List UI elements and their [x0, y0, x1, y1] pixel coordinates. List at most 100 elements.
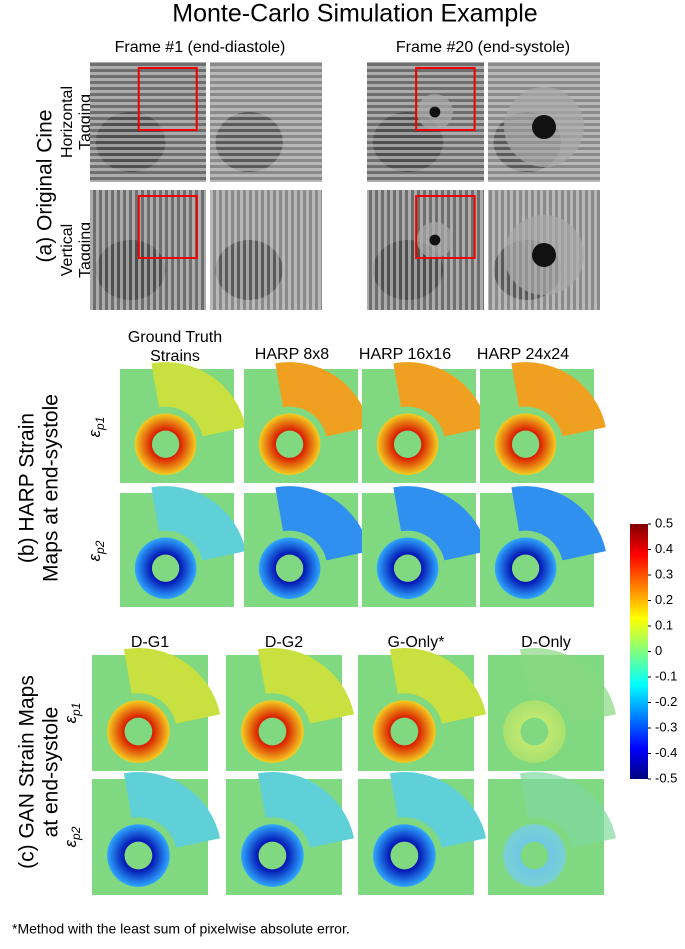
label: (c) GAN Strain Maps	[16, 675, 39, 869]
strain-label: εp1	[61, 703, 83, 724]
label: Horizontal	[59, 86, 76, 158]
wedge	[123, 772, 221, 848]
wedge	[257, 772, 355, 848]
cavity	[151, 554, 180, 582]
cavity	[393, 430, 422, 458]
colorbar-tick-label: -0.3	[655, 719, 677, 734]
cine-image	[210, 62, 322, 182]
tag-lines	[90, 62, 206, 182]
colorbar	[630, 524, 648, 779]
cavity	[258, 717, 287, 746]
colorbar-tick-label: -0.5	[655, 770, 677, 785]
blood-pool	[532, 115, 556, 139]
strain-map	[362, 362, 488, 483]
label: HARP 24x24	[477, 346, 569, 363]
strain-map	[358, 648, 487, 771]
label: Frame #1 (end-diastole)	[115, 39, 286, 56]
colorbar-tick-label: 0.3	[655, 566, 673, 581]
blood-pool	[429, 106, 441, 118]
footnote: *Method with the least sum of pixelwise …	[12, 921, 350, 937]
label: Frame #20 (end-systole)	[396, 39, 570, 56]
wedge	[393, 486, 488, 561]
wedge	[511, 486, 606, 561]
strain-map	[244, 486, 370, 607]
strain-map	[244, 362, 370, 483]
cavity	[511, 430, 540, 458]
cavity	[393, 554, 422, 582]
tag-lines	[210, 62, 322, 182]
colorbar-tick-label: 0.4	[655, 541, 673, 556]
strain-label: εp2	[85, 540, 107, 561]
colorbar-tick-label: -0.4	[655, 745, 677, 760]
wedge	[151, 362, 246, 437]
strain-label: εp2	[61, 826, 83, 847]
label: (b) HARP Strain	[16, 413, 39, 563]
cavity	[275, 430, 304, 458]
title: Monte-Carlo Simulation Example	[172, 0, 537, 28]
symbol: ε	[85, 429, 104, 437]
label: (a) Original Cine	[34, 110, 57, 263]
roi-box	[415, 195, 476, 259]
label: Maps at end-systole	[40, 394, 63, 582]
symbol: ε	[61, 839, 80, 847]
cine-image	[367, 62, 484, 182]
subscript: p1	[69, 703, 83, 717]
strain-map	[488, 772, 617, 895]
strain-map	[226, 772, 355, 895]
tag-lines	[90, 190, 206, 310]
cavity	[390, 717, 419, 746]
label: D-Only	[521, 634, 571, 651]
cavity	[511, 554, 540, 582]
label: D-G1	[131, 634, 169, 651]
strain-label: εp1	[85, 417, 107, 438]
strain-map	[358, 772, 487, 895]
tag-lines	[210, 190, 322, 310]
wedge	[151, 486, 246, 561]
cavity	[124, 717, 153, 746]
wedge	[275, 486, 370, 561]
label: Ground Truth	[128, 329, 222, 346]
cavity	[124, 841, 153, 870]
cine-image	[488, 190, 600, 310]
strain-map	[480, 486, 606, 607]
blood-pool	[429, 234, 441, 246]
symbol: ε	[85, 553, 104, 561]
label: D-G2	[265, 634, 303, 651]
roi-box	[415, 67, 476, 131]
wedge	[519, 772, 617, 848]
cavity	[275, 554, 304, 582]
label: G-Only*	[388, 634, 445, 651]
wedge	[123, 648, 221, 724]
label: HARP 8x8	[255, 346, 330, 363]
cine-image	[90, 62, 206, 182]
wedge	[511, 362, 606, 437]
wedge	[275, 362, 370, 437]
cine-image	[90, 190, 206, 310]
cine-image	[488, 62, 600, 182]
subscript: p2	[93, 540, 107, 555]
strain-map	[92, 648, 221, 771]
cavity	[151, 430, 180, 458]
label: Tagging	[77, 94, 94, 150]
cine-image	[367, 190, 484, 310]
subscript: p1	[93, 417, 107, 431]
colorbar-tick-label: 0.1	[655, 617, 673, 632]
cavity	[258, 841, 287, 870]
strain-map	[362, 486, 488, 607]
symbol: ε	[61, 715, 80, 723]
colorbar-tick-label: -0.2	[655, 694, 677, 709]
label: Tagging	[77, 222, 94, 278]
cine-image	[210, 190, 322, 310]
cavity	[520, 841, 549, 870]
colorbar-tick-label: 0.5	[655, 515, 673, 530]
wedge	[257, 648, 355, 724]
strain-map	[120, 486, 246, 607]
strain-map	[480, 362, 606, 483]
label: HARP 16x16	[359, 346, 451, 363]
subscript: p2	[69, 826, 83, 841]
colorbar-tick-label: 0	[655, 643, 662, 658]
wedge	[389, 648, 487, 724]
label: Strains	[150, 348, 200, 365]
wedge	[519, 648, 617, 724]
